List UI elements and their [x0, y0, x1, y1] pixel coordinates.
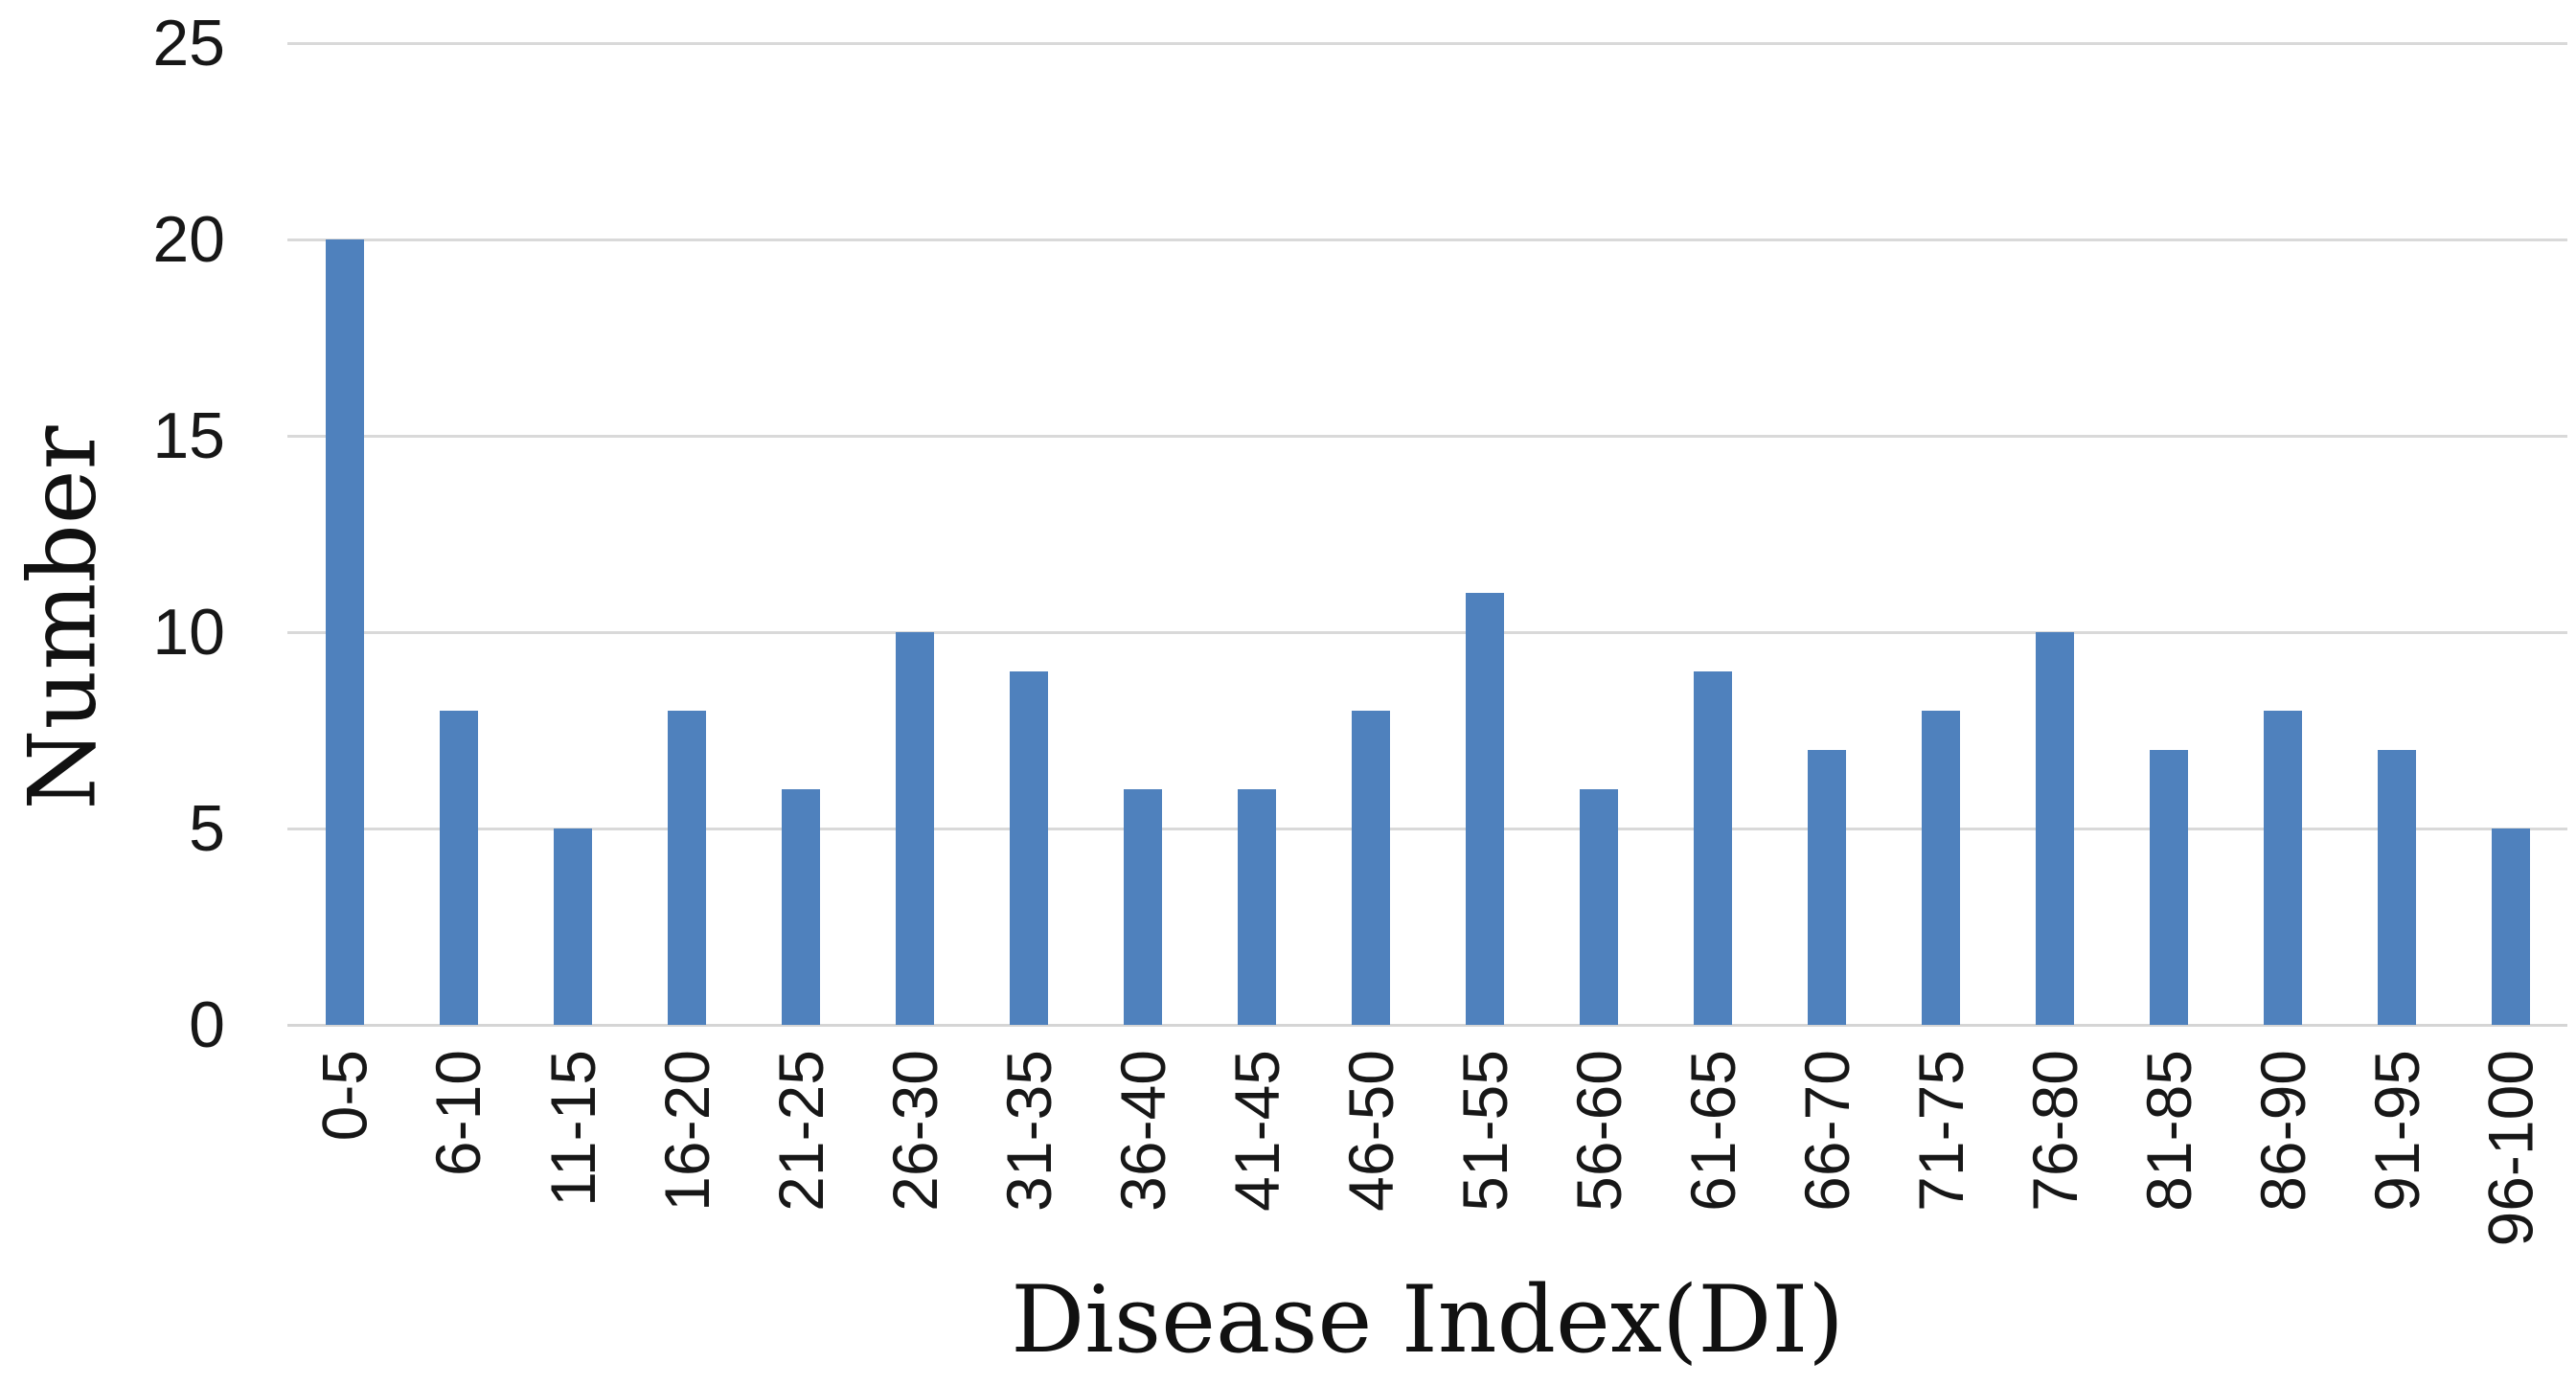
gridline-25 [287, 42, 2567, 45]
x-tick-label-91-95: 91-95 [2360, 1050, 2432, 1212]
x-axis-line [287, 1024, 2567, 1027]
bar-71-75 [1921, 711, 1960, 1025]
x-axis-title: Disease Index(DI) [1011, 1266, 1844, 1374]
x-tick-label-41-45: 41-45 [1220, 1050, 1292, 1212]
bar-36-40 [1123, 789, 1162, 1025]
x-tick-label-46-50: 46-50 [1334, 1050, 1406, 1212]
y-tick-label-0: 0 [189, 988, 225, 1061]
bar-41-45 [1237, 789, 1276, 1025]
bar-86-90 [2263, 711, 2302, 1025]
x-tick-label-81-85: 81-85 [2132, 1050, 2204, 1212]
bar-51-55 [1465, 593, 1504, 1025]
bar-11-15 [553, 829, 592, 1025]
y-tick-label-5: 5 [189, 792, 225, 865]
y-tick-label-15: 15 [152, 399, 225, 472]
gridline-5 [287, 828, 2567, 830]
y-tick-label-20: 20 [152, 203, 225, 276]
bar-61-65 [1693, 671, 1732, 1025]
bar-81-85 [2149, 750, 2188, 1025]
x-tick-label-0-5: 0-5 [308, 1050, 380, 1142]
bar-6-10 [439, 711, 478, 1025]
x-tick-label-71-75: 71-75 [1904, 1050, 1976, 1212]
bar-21-25 [781, 789, 820, 1025]
bar-16-20 [667, 711, 706, 1025]
bar-56-60 [1579, 789, 1618, 1025]
x-tick-label-31-35: 31-35 [992, 1050, 1064, 1212]
bar-76-80 [2035, 632, 2074, 1025]
x-tick-label-36-40: 36-40 [1106, 1050, 1178, 1212]
gridline-20 [287, 238, 2567, 241]
bar-91-95 [2377, 750, 2416, 1025]
gridline-10 [287, 631, 2567, 634]
x-tick-label-21-25: 21-25 [764, 1050, 836, 1212]
y-tick-label-25: 25 [152, 7, 225, 79]
y-tick-label-10: 10 [152, 596, 225, 669]
bar-31-35 [1009, 671, 1048, 1025]
x-tick-label-76-80: 76-80 [2018, 1050, 2090, 1212]
x-tick-label-51-55: 51-55 [1448, 1050, 1520, 1212]
x-tick-label-61-65: 61-65 [1676, 1050, 1748, 1212]
x-tick-label-66-70: 66-70 [1790, 1050, 1862, 1212]
x-tick-label-11-15: 11-15 [536, 1050, 608, 1207]
bar-26-30 [895, 632, 934, 1025]
bar-96-100 [2491, 829, 2530, 1025]
bar-0-5 [325, 239, 364, 1025]
bar-66-70 [1807, 750, 1846, 1025]
gridline-15 [287, 435, 2567, 438]
x-tick-label-6-10: 6-10 [422, 1050, 494, 1177]
x-tick-label-56-60: 56-60 [1562, 1050, 1634, 1212]
x-tick-label-26-30: 26-30 [878, 1050, 950, 1212]
x-tick-label-86-90: 86-90 [2246, 1050, 2318, 1212]
x-tick-label-16-20: 16-20 [650, 1050, 722, 1212]
bar-46-50 [1351, 711, 1390, 1025]
x-tick-label-96-100: 96-100 [2474, 1050, 2546, 1247]
